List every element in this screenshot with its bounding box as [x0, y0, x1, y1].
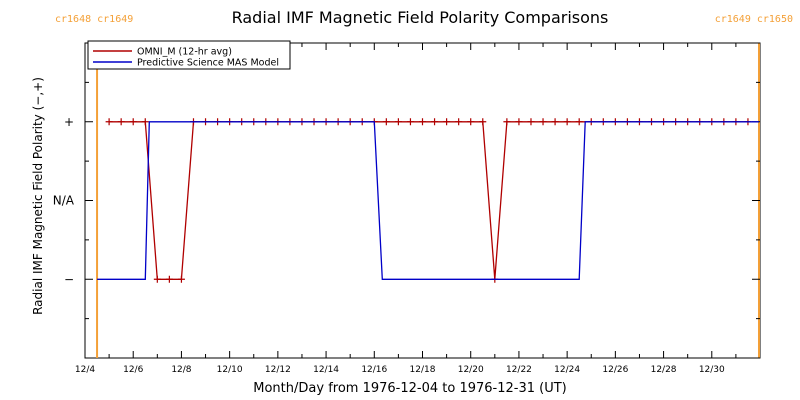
data-point [575, 118, 583, 126]
data-point [551, 118, 559, 126]
data-point [141, 118, 149, 126]
legend-label: OMNI_M (12-hr avg) [137, 47, 232, 58]
x-tick-label: 12/20 [458, 365, 484, 375]
x-tick-label: 12/14 [313, 365, 339, 375]
legend-label: Predictive Science MAS Model [137, 58, 279, 69]
y-tick-label: N/A [53, 194, 75, 208]
carrington-label: cr1649 cr1650 [715, 14, 793, 25]
x-tick-label: 12/8 [171, 365, 191, 375]
x-tick-label: 12/6 [123, 365, 143, 375]
y-tick-label: − [64, 272, 74, 286]
legend: OMNI_M (12-hr avg)Predictive Science MAS… [87, 40, 291, 70]
data-point [455, 118, 463, 126]
x-tick-label: 12/22 [506, 365, 532, 375]
carrington-label: cr1648 cr1649 [55, 14, 133, 25]
data-point [515, 118, 523, 126]
x-tick-label: 12/18 [410, 365, 436, 375]
data-point [105, 118, 113, 126]
x-tick-label: 12/10 [217, 365, 243, 375]
data-point [479, 118, 487, 126]
series-line-1 [97, 121, 759, 280]
data-point [431, 118, 439, 126]
data-point [406, 118, 414, 126]
chart-title: Radial IMF Magnetic Field Polarity Compa… [232, 8, 609, 27]
legend-box [87, 40, 291, 70]
x-axis-label: Month/Day from 1976-12-04 to 1976-12-31 … [253, 381, 566, 396]
x-tick-label: 12/24 [554, 365, 580, 375]
x-tick-label: 12/26 [602, 365, 628, 375]
data-point [467, 118, 475, 126]
data-point [443, 118, 451, 126]
x-tick-label: 12/4 [75, 365, 95, 375]
data-point [165, 275, 173, 283]
x-tick-label: 12/12 [265, 365, 291, 375]
data-point [419, 118, 426, 126]
data-point [539, 118, 547, 126]
x-tick-label: 12/16 [361, 365, 387, 375]
y-axis-label: Radial IMF Magnetic Field Polarity (−,+) [31, 77, 45, 315]
series-layer [97, 118, 759, 283]
data-point [563, 118, 571, 126]
data-point [527, 118, 535, 126]
x-tick-label: 12/30 [699, 365, 725, 375]
x-tick-label: 12/28 [651, 365, 677, 375]
data-point [394, 118, 402, 126]
data-point [129, 118, 137, 126]
y-tick-label: + [64, 115, 74, 129]
data-point [177, 275, 185, 283]
data-point [117, 118, 125, 126]
data-point [503, 118, 511, 126]
data-point [153, 275, 161, 283]
data-point [382, 118, 390, 126]
